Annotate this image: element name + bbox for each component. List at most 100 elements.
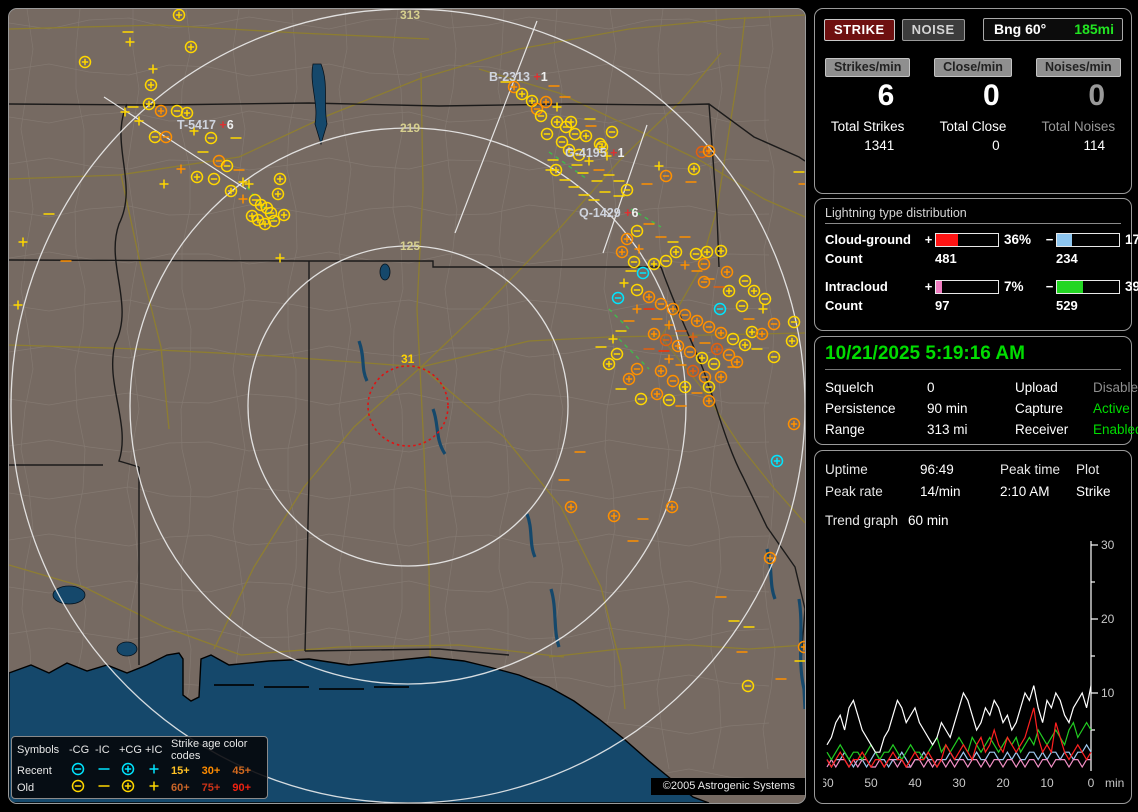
storm-cell-label[interactable]: T-5417 +6	[177, 118, 234, 132]
strike-symbol	[767, 350, 781, 364]
minus-sign: −	[1045, 232, 1054, 247]
strike-symbol	[607, 509, 621, 523]
strike-toggle-button[interactable]: STRIKE	[824, 18, 895, 41]
total-close-value: 0	[992, 138, 1000, 153]
county-line	[9, 204, 770, 218]
strike-symbol	[697, 257, 711, 271]
cell-track-vector	[630, 208, 662, 228]
age-code: 15+	[171, 764, 190, 777]
strike-symbol	[630, 224, 644, 238]
stats-trend-panel: Uptime 96:49 Peak time Plot Peak rate 14…	[814, 450, 1132, 804]
strike-symbol	[507, 80, 521, 94]
strike-symbol	[564, 500, 578, 514]
trend-y-tick-label: 30	[1101, 538, 1115, 552]
strike-symbol	[549, 163, 563, 177]
strike-symbol	[71, 779, 85, 793]
strike-symbol	[78, 55, 92, 69]
strike-symbol	[149, 781, 159, 791]
strike-symbol	[71, 762, 85, 776]
range-ring-label: 313	[400, 9, 420, 22]
ic-neg-pct: 39%	[1125, 279, 1138, 294]
ic-pos-symbol	[145, 762, 171, 779]
strike-symbol	[602, 357, 616, 371]
strike-symbol	[184, 40, 198, 54]
total-strikes-label: Total Strikes	[830, 119, 905, 134]
strike-symbol	[654, 297, 668, 311]
cm-legend-icon	[71, 779, 85, 793]
strike-symbol	[797, 640, 805, 654]
strike-symbol	[666, 374, 680, 388]
strike-symbol	[622, 372, 636, 386]
legend-col-header: -CG	[69, 744, 90, 756]
strike-symbol	[120, 107, 130, 117]
strike-symbol	[620, 232, 634, 246]
cg-neg-pct: 17%	[1125, 232, 1138, 247]
strike-symbol	[13, 300, 23, 310]
trend-series-totalstrikes	[826, 685, 1092, 753]
ic-pos-count: 97	[935, 298, 950, 313]
range-ring-label: 125	[400, 239, 420, 253]
strikes-per-min-chip[interactable]: Strikes/min	[824, 58, 911, 77]
county-line	[9, 627, 770, 641]
cm-legend-icon	[71, 762, 85, 776]
cp-legend-icon	[121, 762, 135, 776]
strike-symbol	[238, 177, 248, 187]
storm-track-line	[454, 20, 538, 234]
strike-symbol	[204, 131, 218, 145]
strike-symbol	[726, 332, 740, 346]
strike-symbol	[659, 169, 673, 183]
status-panel: 10/21/2025 5:19:16 AM Squelch 0 Upload D…	[814, 336, 1138, 445]
strike-symbol	[738, 274, 752, 288]
strike-symbol	[220, 159, 234, 173]
strike-map[interactable]: 125 219 313 31 B-2313 +1 T-5417 +6 G-4195 +1 Q-…	[9, 9, 805, 803]
ic-pos-symbol	[145, 779, 171, 796]
minus-sign: −	[1045, 279, 1054, 294]
strike-map-panel[interactable]: 125 219 313 31 B-2313 +1 T-5417 +6 G-4195 +1 Q-…	[8, 8, 806, 804]
plot-label: Plot	[1076, 462, 1100, 477]
strike-symbol	[540, 127, 554, 141]
strike-symbol	[207, 172, 221, 186]
count-label: Count	[825, 251, 863, 266]
noise-toggle-button[interactable]: NOISE	[901, 18, 965, 41]
county-line	[9, 439, 770, 453]
strike-symbol	[647, 327, 661, 341]
count-label: Count	[825, 298, 863, 313]
strike-symbol	[738, 338, 752, 352]
strike-symbol	[642, 290, 656, 304]
noises-per-min-chip[interactable]: Noises/min	[1035, 58, 1121, 77]
trend-series-cg	[826, 707, 1092, 769]
strike-symbol	[714, 370, 728, 384]
strike-symbol	[650, 387, 664, 401]
p-legend-icon	[149, 764, 159, 774]
storm-cell-label[interactable]: Q-1429 +6	[579, 206, 638, 220]
cg-pos-pct: 36%	[1004, 232, 1032, 247]
strike-symbol	[763, 551, 777, 565]
cg-pos-symbol	[119, 762, 145, 779]
strike-symbol	[515, 87, 529, 101]
strike-symbol	[159, 130, 173, 144]
strike-symbol	[190, 170, 204, 184]
monitor-panel: STRIKE NOISE Bng 60° 185mi Strikes/min 6…	[814, 8, 1132, 194]
county-line	[9, 63, 770, 77]
strike-symbol	[713, 302, 727, 316]
peak-time-value: 2:10 AM	[1000, 484, 1050, 499]
close-per-min-chip[interactable]: Close/min	[934, 58, 1012, 77]
strike-symbol	[700, 245, 714, 259]
strike-symbol	[552, 102, 562, 112]
strike-symbol	[154, 104, 168, 118]
cell-track-vector	[618, 338, 650, 370]
strike-symbol	[735, 299, 749, 313]
county-line	[9, 110, 770, 124]
strike-symbol	[758, 304, 768, 314]
county-line	[9, 486, 770, 500]
age-code: 60+	[171, 781, 190, 794]
strike-symbol	[584, 156, 594, 166]
storm-cell-label[interactable]: G-4195 +1	[565, 146, 624, 160]
range-value: 313 mi	[927, 422, 968, 437]
storm-cell-label[interactable]: B-2313 +1	[489, 70, 548, 84]
range-label: Range	[825, 422, 865, 437]
trend-x-tick-label: 0	[1088, 776, 1095, 790]
peak-time-label: Peak time	[1000, 462, 1061, 477]
strike-symbol	[702, 380, 716, 394]
plus-sign: +	[924, 279, 933, 294]
